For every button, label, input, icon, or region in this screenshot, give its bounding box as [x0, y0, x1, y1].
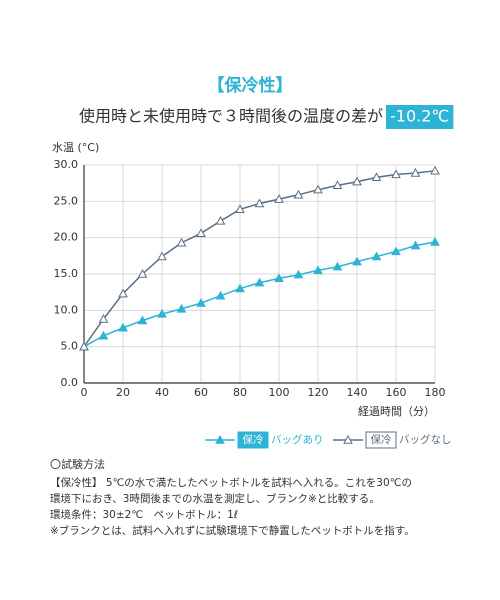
y-tick-label: 0.0	[61, 376, 79, 389]
note-line: 環境条件：30±2℃ ペットボトル：1ℓ	[50, 508, 238, 521]
point-marker	[137, 268, 148, 278]
x-tick-label: 20	[116, 386, 130, 399]
y-tick-label: 20.0	[54, 231, 79, 244]
point-marker	[430, 165, 440, 175]
point-marker	[391, 169, 401, 179]
point-marker	[274, 194, 284, 203]
point-marker	[196, 228, 206, 238]
point-marker	[313, 265, 323, 275]
point-marker	[157, 251, 167, 261]
x-tick-label: 0	[81, 386, 88, 399]
subtitle: 使用時と未使用時で３時間後の温度の差が	[79, 107, 383, 126]
point-marker	[254, 198, 265, 208]
legend-tag: 保冷	[371, 433, 392, 446]
x-tick-label: 160	[386, 386, 407, 399]
legend-label: バッグなし	[399, 433, 452, 446]
point-marker	[254, 277, 265, 287]
x-tick-label: 180	[425, 386, 446, 399]
series-line	[83, 241, 436, 348]
series-line	[83, 170, 436, 348]
y-axis-label: 水温 (°C)	[52, 141, 99, 154]
legend-marker	[215, 434, 225, 444]
point-marker	[352, 176, 362, 186]
point-marker	[235, 283, 245, 293]
point-marker	[176, 303, 187, 313]
point-marker	[118, 288, 128, 298]
point-marker	[371, 172, 382, 182]
y-tick-label: 25.0	[54, 194, 79, 207]
point-marker	[235, 204, 245, 214]
point-marker	[391, 246, 401, 256]
legend-tag: 保冷	[243, 433, 264, 446]
point-marker	[157, 308, 167, 318]
point-marker	[352, 256, 362, 266]
point-marker	[371, 251, 382, 261]
point-marker	[274, 273, 284, 283]
point-marker	[293, 189, 304, 199]
point-marker	[410, 167, 421, 177]
legend-label: バッグあり	[271, 433, 324, 446]
point-marker	[410, 240, 421, 250]
note-line: ※ブランクとは、試料へ入れずに試験環境下で静置したペットボトルを指す。	[50, 524, 415, 537]
point-marker	[430, 236, 440, 246]
x-axis-label: 経過時間（分）	[358, 405, 435, 418]
legend-tag-box	[237, 431, 269, 449]
point-marker	[79, 341, 89, 351]
point-marker	[98, 314, 109, 323]
notes-heading: 〇試験方法	[50, 457, 105, 471]
point-marker	[293, 269, 304, 279]
point-marker	[215, 290, 226, 300]
point-marker	[118, 322, 128, 332]
point-marker	[215, 215, 226, 225]
point-marker	[137, 315, 148, 325]
x-tick-label: 140	[347, 386, 368, 399]
note-line: 環境下におき、3時間後までの水温を測定し、ブランク※と比較する。	[50, 492, 380, 505]
point-marker	[332, 261, 343, 271]
x-tick-label: 120	[308, 386, 329, 399]
highlight-bg	[386, 105, 454, 129]
x-tick-label: 100	[269, 386, 290, 399]
point-marker	[196, 298, 206, 307]
note-line: 【保冷性】 5℃の水で満たしたペットボトルを試料へ入れる。これを30℃の	[50, 476, 412, 489]
legend-tag-box	[365, 431, 397, 449]
y-tick-label: 30.0	[54, 158, 79, 171]
point-marker	[98, 330, 109, 340]
legend-marker	[343, 434, 353, 444]
y-tick-label: 5.0	[61, 340, 79, 353]
subtitle-group: 使用時と未使用時で３時間後の温度の差が -10.2℃	[79, 105, 454, 129]
y-tick-label: 15.0	[54, 267, 79, 280]
point-marker	[332, 180, 343, 190]
y-tick-label: 10.0	[54, 303, 79, 316]
highlight: -10.2℃	[390, 107, 449, 126]
x-tick-label: 60	[194, 386, 208, 399]
point-marker	[176, 237, 187, 247]
point-marker	[313, 184, 323, 194]
x-tick-label: 80	[233, 386, 247, 399]
title: 【保冷性】	[208, 75, 293, 96]
x-tick-label: 40	[155, 386, 169, 399]
